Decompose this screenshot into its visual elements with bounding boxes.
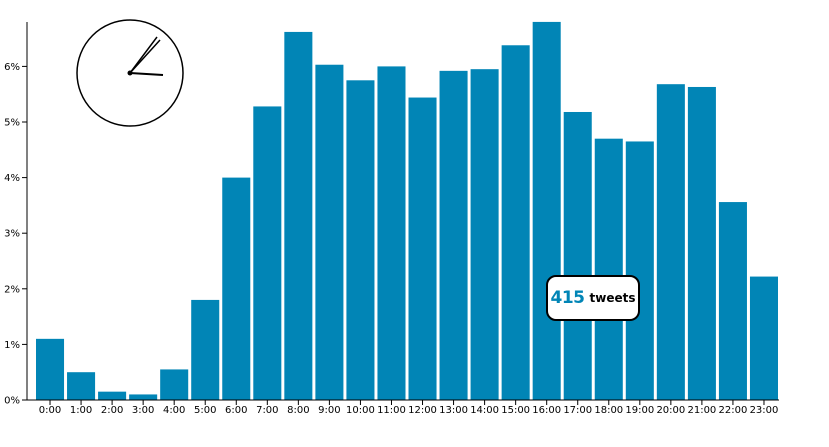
clock-icon [76,19,184,127]
bar-22-00 [718,202,747,400]
bar-20-00 [656,84,685,400]
x-tick-label: 7:00 [256,405,278,416]
y-tick-label: 1% [4,340,20,351]
bar-17-00 [563,111,592,401]
x-tick-label: 17:00 [563,405,592,416]
x-tick-label: 6:00 [225,405,247,416]
bar-6-00 [222,177,251,400]
x-tick-label: 23:00 [750,405,779,416]
bar-19-00 [625,141,654,400]
x-tick-label: 1:00 [70,405,92,416]
y-tick-label: 0% [4,396,20,407]
x-tick-label: 19:00 [625,405,654,416]
y-tick-label: 5% [4,118,20,129]
tweet-count-label: tweets [589,291,636,305]
x-tick-label: 2:00 [101,405,123,416]
y-tick-label: 6% [4,62,20,73]
x-tick-label: 10:00 [346,405,375,416]
y-axis: 0% 1% 2% 3% 4% 5% 6% [4,22,28,407]
x-tick-label: 16:00 [532,405,561,416]
x-tick-label: 13:00 [439,405,468,416]
y-tick-label: 3% [4,229,20,240]
bar-5-00 [191,299,220,400]
x-tick-label: 3:00 [132,405,154,416]
x-tick-label: 0:00 [39,405,61,416]
x-axis: 0:00 1:00 2:00 3:00 4:00 5:00 6:00 7:00 8:00 9:00… [27,399,779,416]
bar-7-00 [253,106,282,401]
x-tick-label: 8:00 [287,405,309,416]
x-tick-label: 20:00 [656,405,685,416]
bar-4-00 [160,369,189,400]
x-tick-label: 22:00 [719,405,748,416]
x-tick-label: 18:00 [594,405,623,416]
bar-3-00 [129,394,158,400]
bar-18-00 [594,138,623,400]
bar-8-00 [284,31,313,401]
x-tick-label: 21:00 [687,405,716,416]
bar-9-00 [315,64,344,400]
bar-13-00 [439,70,468,400]
bar-2-00 [98,391,127,400]
y-tick-label: 2% [4,284,20,295]
bar-14-00 [470,69,499,401]
x-tick-label: 4:00 [163,405,185,416]
bar-16-00 [532,21,561,400]
x-tick-label: 14:00 [470,405,499,416]
x-tick-label: 9:00 [318,405,340,416]
bar-1-00 [67,372,96,400]
bar-10-00 [346,80,375,401]
bar-12-00 [408,97,437,400]
bar-11-00 [377,66,406,401]
tweet-count-value: 415 [550,288,586,308]
y-tick-label: 4% [4,173,20,184]
x-tick-label: 12:00 [408,405,437,416]
bar-23-00 [749,276,778,400]
bar-21-00 [687,86,716,400]
bars [36,21,778,401]
bar-0-00 [36,338,65,400]
x-tick-label: 11:00 [377,405,406,416]
x-tick-label: 5:00 [194,405,216,416]
tweet-count-badge: 415 tweets [546,275,640,321]
x-tick-label: 15:00 [501,405,530,416]
bar-15-00 [501,45,530,401]
